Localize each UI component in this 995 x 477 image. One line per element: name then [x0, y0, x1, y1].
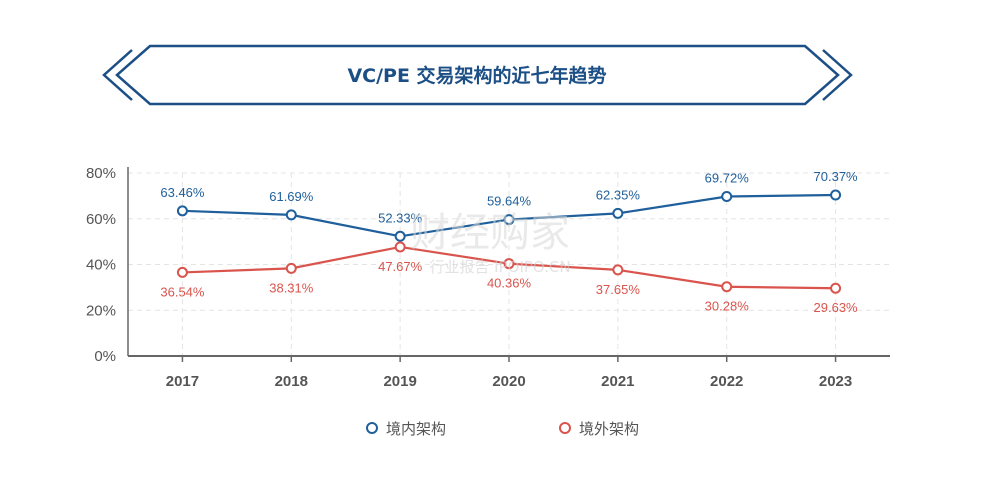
y-tick-label: 60% [86, 211, 116, 228]
x-tick-label: 2018 [275, 373, 308, 390]
watermark-sub: 行业报告 IPOIPO.CN [429, 258, 570, 276]
data-point [394, 241, 406, 253]
data-label: 36.54% [160, 284, 205, 299]
data-point [503, 214, 515, 226]
y-tick-label: 20% [86, 302, 116, 319]
legend: 境内架构 境外架构 [366, 420, 639, 438]
data-point [830, 282, 842, 294]
x-tick-label: 2020 [492, 373, 525, 390]
y-tick-label: 0% [94, 348, 116, 365]
chart-title: VC/PE 交易架构的近七年趋势 [347, 64, 606, 87]
data-point [176, 205, 188, 217]
data-label: 59.64% [487, 194, 532, 209]
data-label: 40.36% [487, 276, 532, 291]
data-point [503, 258, 515, 270]
data-label: 52.33% [378, 210, 423, 225]
y-tick-label: 80% [86, 165, 116, 182]
data-label: 47.67% [378, 259, 423, 274]
legend-label: 境内架构 [386, 420, 446, 438]
legend-marker [559, 422, 571, 434]
data-label: 37.65% [596, 282, 641, 297]
data-label: 63.46% [160, 185, 205, 200]
data-label: 30.28% [705, 299, 750, 314]
series-group: 63.46% 61.69% 52.33% 59.64% 62.35% 69.72% 70.3… [160, 169, 858, 315]
x-axis-ticks: 2017 2018 2019 2020 2021 2022 2023 [166, 373, 853, 390]
watermark: 财经购家 行业报告 IPOIPO.CN [410, 210, 571, 276]
x-tick-label: 2023 [819, 373, 852, 390]
y-axis-ticks: 0% 20% 40% 60% 80% [86, 165, 116, 365]
data-label: 38.31% [269, 280, 314, 295]
axes [127, 167, 890, 362]
x-tick-label: 2019 [383, 373, 416, 390]
watermark-main: 财经购家 [410, 210, 570, 256]
data-label: 62.35% [596, 187, 641, 202]
data-label: 29.63% [814, 300, 859, 315]
data-point [176, 266, 188, 278]
x-tick-label: 2022 [710, 373, 743, 390]
data-point [612, 264, 624, 276]
data-point [394, 230, 406, 242]
data-point [285, 262, 297, 274]
data-point [612, 207, 624, 219]
data-point [721, 281, 733, 293]
data-point [721, 191, 733, 203]
x-tick-label: 2017 [166, 373, 199, 390]
legend-label: 境外架构 [579, 420, 639, 438]
x-tick-label: 2021 [601, 373, 634, 390]
data-label: 70.37% [814, 169, 859, 184]
data-point [285, 209, 297, 221]
legend-marker [366, 422, 378, 434]
data-label: 69.72% [705, 171, 750, 186]
title-banner: VC/PE 交易架构的近七年趋势 [102, 44, 853, 106]
data-point [830, 189, 842, 201]
y-tick-label: 40% [86, 257, 116, 274]
data-label: 61.69% [269, 189, 314, 204]
